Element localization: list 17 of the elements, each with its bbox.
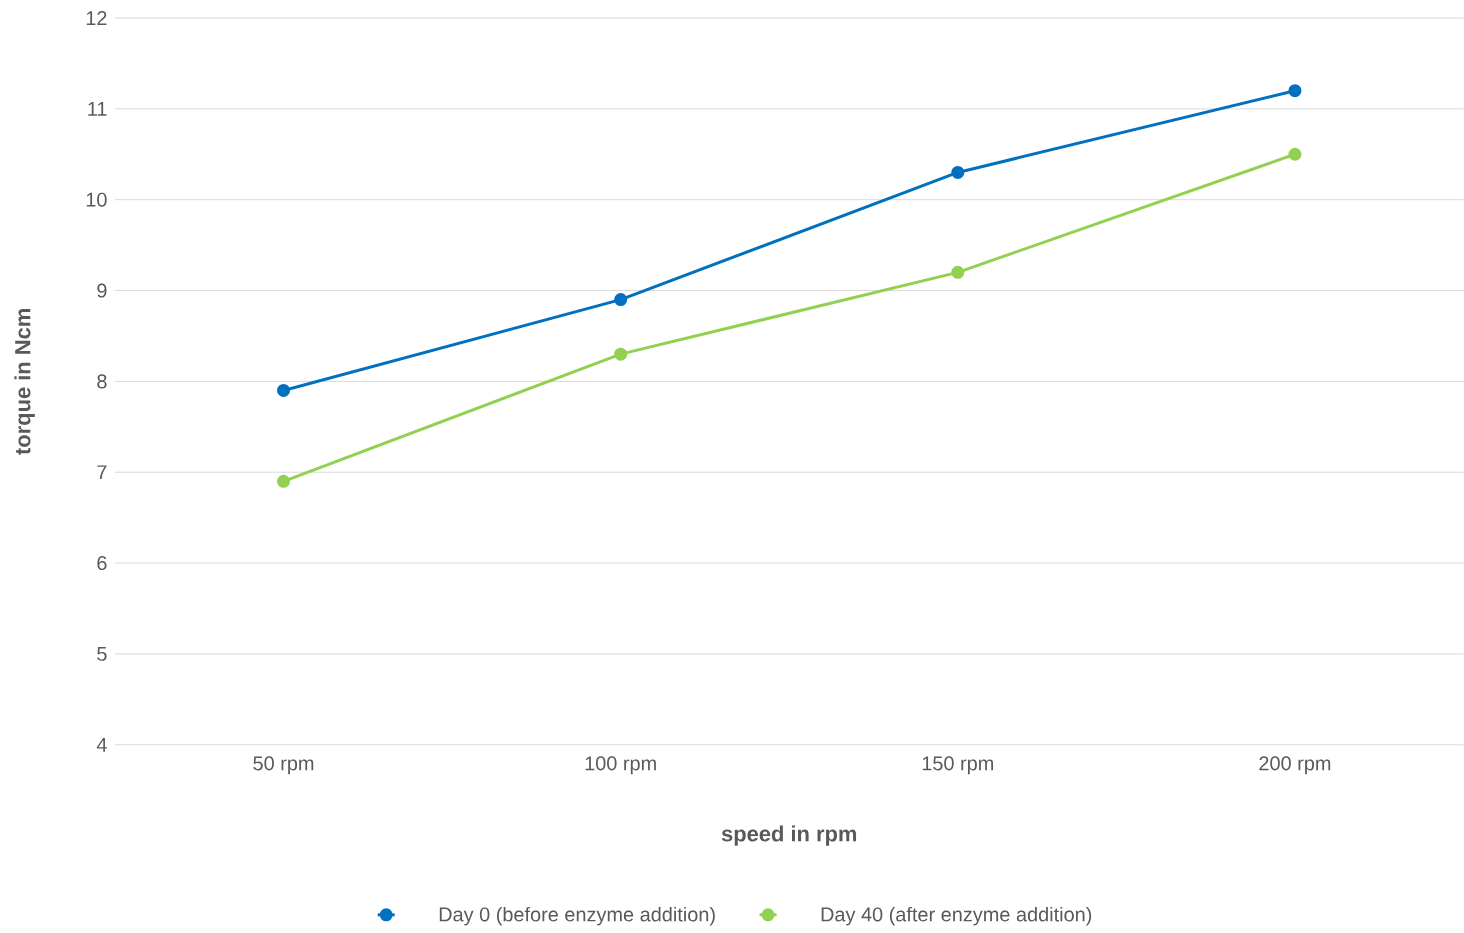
y-tick-label: 11 (88, 102, 107, 116)
x-tick-label: 100 rpm (585, 756, 656, 775)
x-tick-label: 200 rpm (1259, 756, 1331, 775)
y-tick-label: 10 (86, 192, 107, 207)
y-tick-label: 4 (96, 738, 107, 752)
y-tick-label: 9 (97, 283, 107, 298)
y-axis-title: torque in Ncm (14, 309, 35, 455)
y-tick-label: 5 (97, 647, 107, 662)
y-tick-label: 12 (86, 11, 107, 26)
legend-label: Day 0 (before enzyme addition) (439, 907, 715, 926)
legend-label: Day 40 (after enzyme addition) (821, 907, 1092, 926)
x-tick-label: 150 rpm (922, 756, 993, 775)
y-tick-label: 8 (97, 374, 107, 389)
x-axis-title: speed in rpm (721, 825, 857, 846)
x-tick-label: 50 rpm (253, 756, 314, 775)
y-tick-label: 7 (97, 465, 107, 480)
y-tick-label: 6 (97, 556, 107, 571)
